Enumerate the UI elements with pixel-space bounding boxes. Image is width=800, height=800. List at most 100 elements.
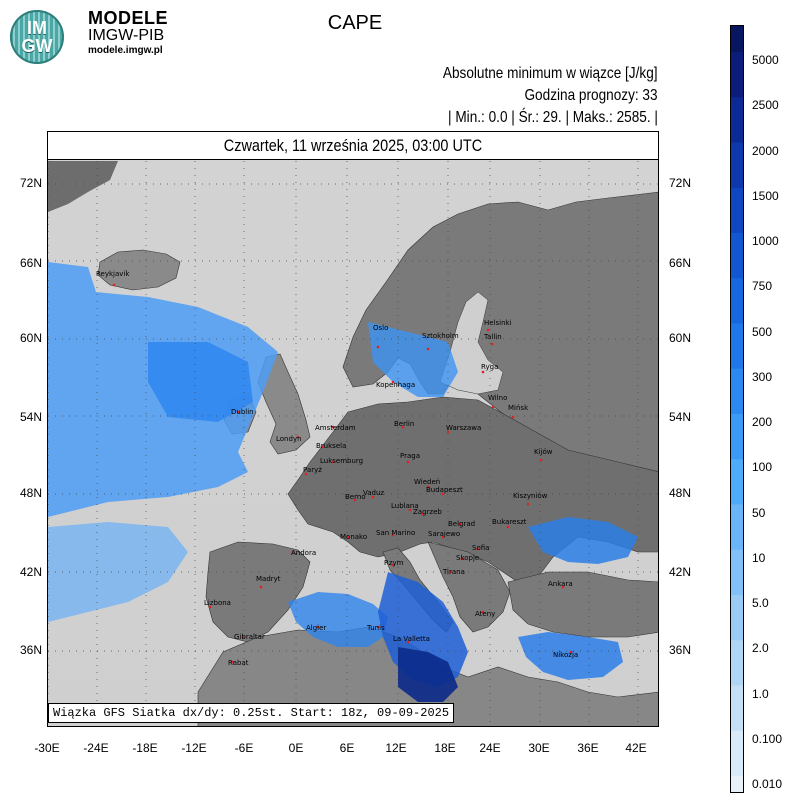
legend-label: 750 [752,279,773,294]
iceland-land [97,249,181,291]
svg-text:Ryga: Ryga [481,363,498,371]
city-praga: Praga [400,452,420,464]
svg-text:Wilno: Wilno [488,394,507,402]
svg-text:Nikozja: Nikozja [553,651,578,659]
city-wieden: Wiedeń [414,478,440,489]
svg-text:Amsterdam: Amsterdam [315,424,356,432]
city-berlin: Berlin [394,420,414,429]
legend-label: 500 [752,324,773,339]
svg-text:Bukareszt: Bukareszt [492,518,527,526]
lat-label-left: 66N [20,256,43,270]
lat-label-left: 48N [20,486,43,500]
svg-text:Ateny: Ateny [475,610,495,618]
svg-text:Belgrad: Belgrad [448,520,475,528]
svg-text:Zagrzeb: Zagrzeb [413,508,442,516]
lon-label: 18E [434,741,456,755]
city-san-marino: San Marino [376,529,415,537]
svg-text:Helsinki: Helsinki [484,319,512,327]
legend-swatch [731,187,743,234]
legend-swatch [731,640,743,687]
lon-label: -12E [181,741,207,755]
legend-color-bar [730,25,744,800]
svg-text:Dublin: Dublin [231,408,254,416]
legend-swatch [731,368,743,415]
city-budapeszt: Budapeszt [426,486,463,496]
city-la-valletta: La Valletta [393,635,430,644]
legend-swatch [731,685,743,732]
city-gibraltar: Gibraltar [234,633,265,641]
svg-text:Warszawa: Warszawa [446,424,481,432]
city-andora: Andora [291,549,316,557]
city-berno: Berno [345,493,366,502]
city-kijow: Kijów [534,448,553,462]
field-statistics: | Min.: 0.0 | Śr.: 29. | Maks.: 2585. | [448,109,658,126]
svg-text:Skopje: Skopje [456,554,479,562]
cape-field-eastmed [518,632,623,680]
legend-label: 1.0 [752,686,769,701]
svg-text:Mińsk: Mińsk [508,404,529,412]
greenland-land [48,161,118,212]
svg-text:Wiedeń: Wiedeń [414,478,440,486]
legend-label: 2.0 [752,641,769,656]
brand-title: MODELE [88,8,169,28]
map-area: Reykjavík Oslo Sztokholm Helsinki Tallin… [47,131,659,727]
legend-label: 1000 [752,234,779,248]
svg-text:Andora: Andora [291,549,316,557]
svg-text:Berno: Berno [345,493,366,501]
svg-text:Sofia: Sofia [472,544,489,552]
svg-text:Madryt: Madryt [256,575,281,583]
city-sztokholm: Sztokholm [422,332,459,351]
legend-label: 2500 [752,98,779,113]
legend-label: 0.010 [752,777,783,791]
city-bruksela: Bruksela [316,442,346,450]
city-madryt: Madryt [256,575,281,589]
svg-text:Paryż: Paryż [303,466,322,474]
legend-label: 200 [752,415,773,429]
city-reykjavik: Reykjavík [96,270,130,287]
city-nikozja: Nikozja [553,650,578,659]
svg-text:Monako: Monako [340,533,367,541]
legend-swatch [731,97,743,144]
lon-label: -18E [132,741,158,755]
city-skopje: Skopje [456,554,479,562]
svg-text:La Valletta: La Valletta [393,635,430,643]
city-bukareszt: Bukareszt [492,518,527,529]
lat-label-left: 54N [20,410,43,424]
map-title: CAPE [327,12,383,34]
legend-swatch [731,504,743,551]
legend-label: 0.100 [752,731,783,746]
city-sarajewo: Sarajewo [428,530,460,539]
lat-label-left: 60N [20,331,43,345]
city-ryga: Ryga [481,363,498,374]
city-tirana: Tirana [442,568,465,576]
legend-swatch [731,278,743,325]
legend-swatch-top [731,26,743,53]
city-tunis: Tunis [366,624,385,632]
city-algier: Algier [306,624,326,632]
legend-swatch [731,730,743,777]
legend-label: 2000 [752,143,779,158]
lat-label-left: 36N [20,643,43,657]
city-lublana: Lublana [391,502,419,512]
lon-label: 36E [577,741,599,755]
city-zagrzeb: Zagrzeb [413,508,442,516]
legend-swatch [731,233,743,280]
lon-label: -24E [83,741,109,755]
city-labels: Reykjavík Oslo Sztokholm Helsinki Tallin… [96,270,578,667]
svg-text:San Marino: San Marino [376,529,415,537]
city-rabat: Rabat [228,659,249,667]
city-ankara: Ankara [548,580,573,589]
svg-text:Kopenhaga: Kopenhaga [376,381,415,389]
svg-text:Budapeszt: Budapeszt [426,486,463,494]
city-ateny: Ateny [475,610,495,618]
svg-text:Vaduz: Vaduz [363,489,384,497]
legend-color-scale [731,26,743,800]
legend-swatch [731,776,743,800]
legend-label: 1500 [752,188,779,203]
city-tallin: Tallin [483,333,502,346]
lon-label: -6E [234,741,254,755]
cape-field-atlantic-core [148,342,253,422]
lat-label-right: 66N [669,256,692,270]
city-rzym: Rzym [384,559,404,567]
cape-field-westmed [288,592,388,647]
